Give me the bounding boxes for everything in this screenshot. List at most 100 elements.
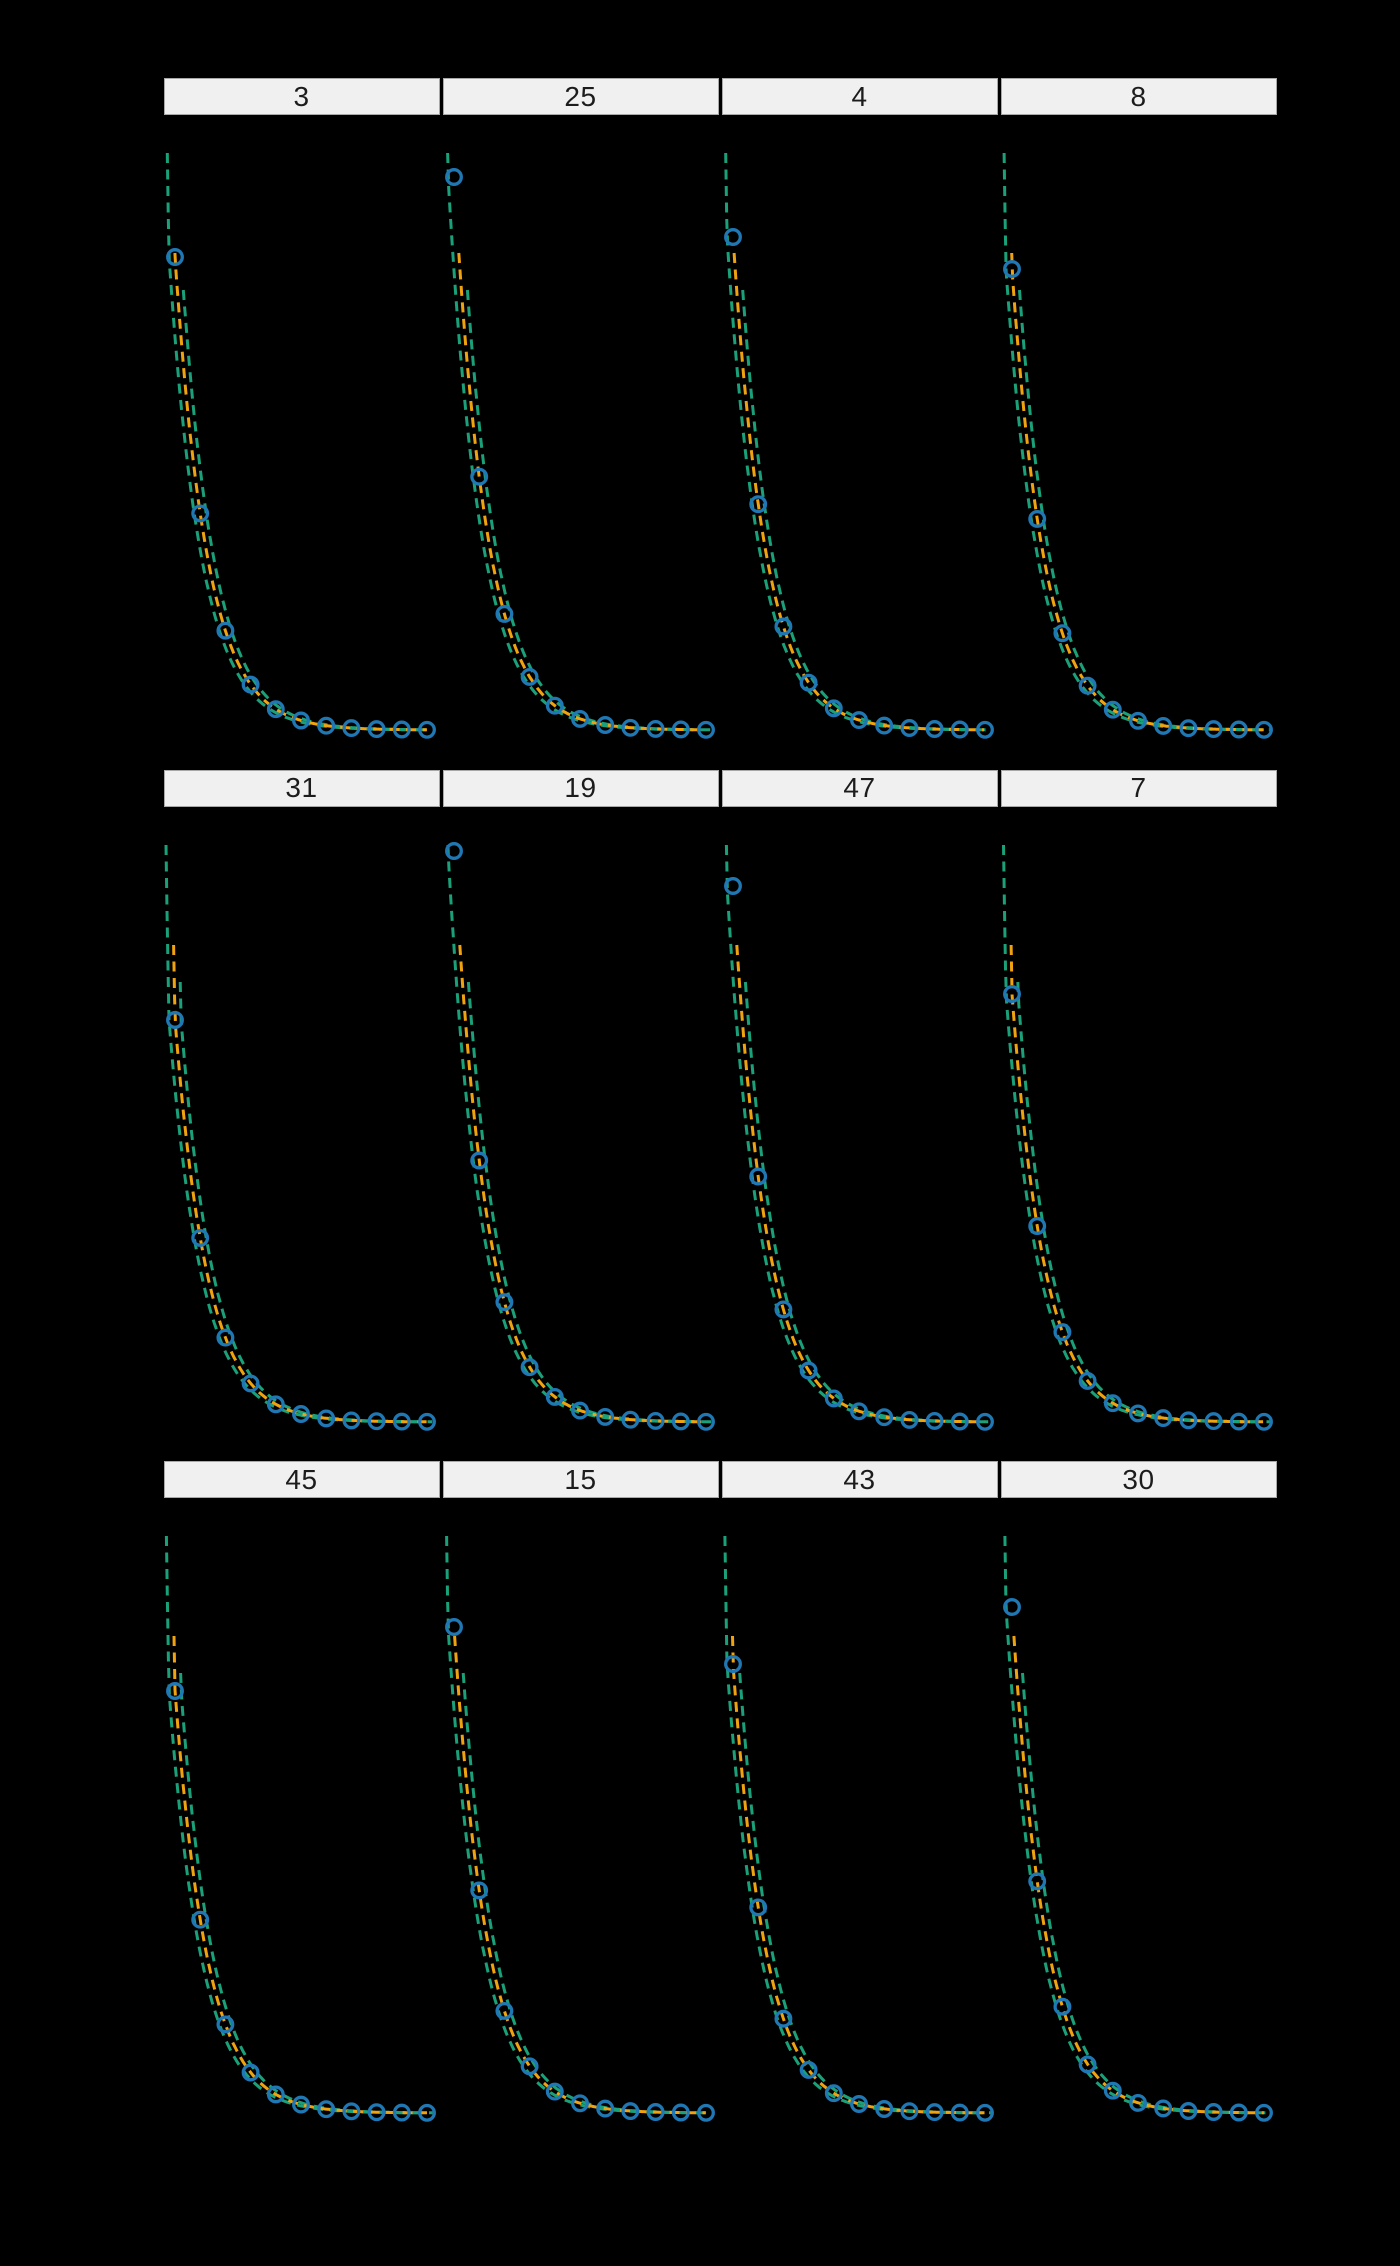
confidence-band-edge: [179, 1672, 433, 2115]
data-point-marker: [1078, 1371, 1097, 1390]
facet-panel: [723, 1535, 994, 2122]
data-point-marker: [621, 1410, 640, 1429]
facet-label: 19: [564, 772, 597, 803]
confidence-band-edge: [164, 1535, 421, 2115]
confidence-band-edge: [1003, 1535, 1258, 2115]
data-point-marker: [774, 2009, 793, 2028]
data-point-marker: [925, 1411, 944, 1430]
data-point-marker: [292, 1404, 310, 1423]
data-point-marker: [470, 1151, 489, 1169]
facet-cell: 7: [999, 769, 1278, 1443]
facet-cell: 25: [441, 78, 720, 751]
data-point-marker: [445, 1618, 463, 1636]
data-point-marker: [545, 696, 564, 715]
data-point-marker: [191, 1910, 210, 1929]
facet-label: 3: [293, 80, 310, 112]
facet-cell: 19: [441, 769, 720, 1443]
data-point-marker: [1179, 719, 1198, 738]
data-point-marker: [1028, 509, 1047, 528]
facet-strip: 43: [721, 1461, 998, 1498]
facet-label: 43: [843, 1463, 876, 1495]
data-point-marker: [571, 2094, 589, 2113]
data-point-marker: [1053, 624, 1072, 643]
data-point-marker: [317, 2100, 336, 2119]
facet-strip: 19: [442, 769, 719, 807]
data-point-marker: [749, 495, 768, 514]
data-point-marker: [1103, 2081, 1122, 2100]
facet-panel: [1002, 152, 1273, 739]
data-point-marker: [1229, 1412, 1248, 1431]
data-point-marker: [241, 1373, 260, 1392]
data-point-marker: [418, 2103, 436, 2122]
facet-cell: 8: [999, 78, 1278, 751]
data-point-marker: [1129, 711, 1147, 730]
data-point-marker: [1078, 2055, 1097, 2074]
data-point-marker: [697, 1412, 715, 1431]
data-point-marker: [1129, 1403, 1147, 1422]
data-point-marker: [317, 716, 336, 735]
data-point-marker: [724, 228, 742, 246]
data-point-marker: [824, 1388, 843, 1407]
data-point-marker: [191, 1228, 210, 1247]
confidence-band-edge: [446, 152, 700, 732]
data-point-marker: [1078, 676, 1097, 695]
confidence-band-edge: [181, 289, 433, 732]
data-point-marker: [950, 1412, 969, 1430]
data-point-marker: [266, 700, 285, 719]
data-point-marker: [216, 621, 235, 640]
data-point-marker: [671, 2103, 690, 2122]
data-point-marker: [799, 1361, 818, 1379]
confidence-band-edge: [164, 844, 421, 1423]
data-point-marker: [1028, 1872, 1047, 1891]
data-point-marker: [545, 2082, 564, 2101]
data-point-marker: [1229, 720, 1248, 739]
data-point-marker: [1255, 2103, 1273, 2122]
data-point-marker: [571, 1401, 589, 1420]
facet-strip: 7: [1000, 769, 1277, 807]
facet-strip: 3: [163, 78, 440, 115]
facet-strip: 4: [721, 78, 998, 115]
data-point-marker: [216, 2015, 235, 2034]
facet-cell: 30: [999, 1461, 1278, 2134]
facet-strip: 31: [163, 769, 440, 807]
confidence-band-edge: [743, 981, 991, 1423]
data-point-marker: [1255, 720, 1273, 739]
data-point-marker: [875, 716, 894, 735]
data-point-marker: [392, 2103, 411, 2122]
fit-line: [1010, 252, 1264, 732]
data-point-marker: [799, 673, 818, 692]
facet-strip: 45: [163, 1461, 440, 1498]
data-point-marker: [724, 1655, 742, 1673]
data-point-marker: [1028, 1216, 1047, 1235]
data-point-marker: [191, 504, 210, 523]
data-point-marker: [621, 718, 640, 737]
data-point-marker: [520, 667, 539, 686]
data-point-marker: [1204, 1411, 1223, 1430]
facet-label: 15: [564, 1463, 597, 1495]
data-point-marker: [1003, 1598, 1021, 1616]
data-point-marker: [418, 1412, 436, 1431]
data-point-marker: [445, 841, 463, 860]
data-point-marker: [166, 1010, 184, 1029]
data-point-marker: [520, 1357, 539, 1376]
facet-panel: [445, 841, 715, 1431]
data-point-marker: [342, 2102, 361, 2121]
data-point-marker: [671, 1411, 690, 1430]
facet-strip: 15: [442, 1461, 719, 1498]
data-point-marker: [724, 876, 742, 895]
data-point-marker: [925, 2103, 944, 2122]
data-point-marker: [1154, 2099, 1173, 2118]
data-point-marker: [850, 711, 868, 730]
facet-cell: 45: [162, 1461, 441, 2134]
data-point-marker: [596, 1407, 615, 1426]
data-point-marker: [976, 720, 994, 739]
confidence-band-edge: [1018, 289, 1270, 732]
facet-panel: [445, 1535, 715, 2122]
data-point-marker: [342, 719, 361, 738]
data-point-marker: [774, 617, 793, 636]
facet-panel: [445, 152, 715, 739]
data-point-marker: [392, 1412, 411, 1431]
data-point-marker: [925, 720, 944, 738]
facet-label: 30: [1122, 1463, 1155, 1495]
data-point-marker: [1179, 2102, 1198, 2120]
